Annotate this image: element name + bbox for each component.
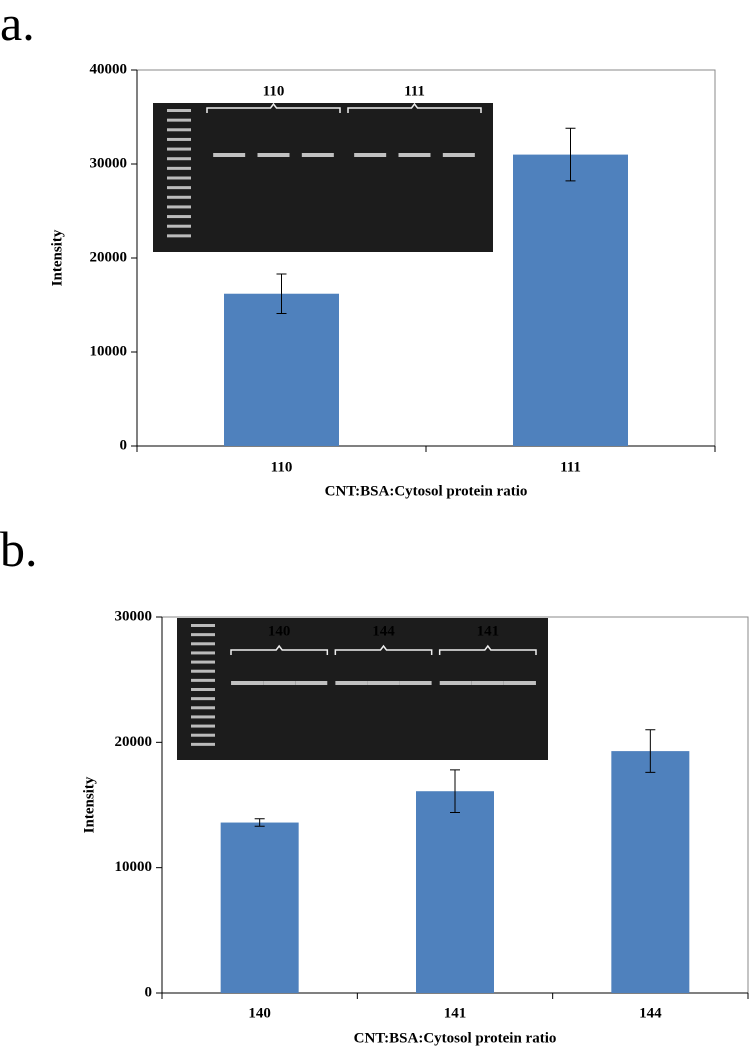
gel-band — [354, 153, 387, 157]
y-tick-label: 10000 — [115, 859, 153, 875]
ladder-band — [191, 660, 215, 664]
y-tick-label: 20000 — [90, 249, 128, 265]
gel-bracket — [438, 644, 537, 655]
x-tick-label: 144 — [639, 1005, 662, 1021]
ladder-band — [191, 733, 215, 737]
y-axis-title: Intensity — [81, 776, 97, 833]
gel-band — [335, 681, 368, 685]
error-bar — [254, 818, 265, 827]
inset-label: 140 — [268, 623, 291, 639]
ladder-band — [191, 624, 215, 627]
error-bar — [565, 127, 576, 182]
ladder-band — [167, 157, 191, 161]
gel-image — [177, 618, 548, 760]
y-tick-label: 10000 — [90, 343, 128, 359]
bar — [416, 791, 494, 993]
inset-label: 111 — [404, 83, 425, 99]
ladder-band — [167, 128, 191, 132]
y-tick-label: 0 — [120, 437, 128, 453]
gel-band — [231, 681, 264, 685]
ladder-band — [191, 669, 215, 673]
ladder-band — [167, 224, 191, 228]
ladder-band — [167, 118, 191, 122]
y-tick-label: 40000 — [90, 61, 128, 77]
gel-band — [399, 681, 432, 685]
ladder-band — [191, 651, 215, 655]
y-axis-title: Intensity — [49, 229, 65, 286]
error-bar — [645, 729, 656, 773]
x-tick-label: 110 — [271, 459, 293, 475]
ladder-band — [167, 195, 191, 199]
ladder-band — [191, 724, 215, 728]
ladder-band — [167, 205, 191, 209]
bar — [513, 154, 628, 446]
gel-band — [503, 681, 536, 685]
ladder-band — [191, 697, 215, 701]
gel-band — [471, 681, 504, 685]
ladder-band — [191, 715, 215, 719]
panel-label: a. — [0, 0, 35, 51]
ladder-band — [167, 147, 191, 151]
ladder-band — [191, 742, 215, 746]
gel-bracket — [230, 644, 329, 655]
ladder-band — [167, 176, 191, 180]
ladder-band — [167, 137, 191, 141]
ladder-band — [191, 642, 215, 646]
bar — [220, 822, 299, 993]
ladder-band — [191, 633, 215, 637]
error-bar — [276, 273, 287, 314]
ladder-band — [191, 678, 215, 682]
ladder-band — [167, 109, 191, 112]
gel-band — [442, 153, 475, 157]
gel-band — [257, 153, 290, 157]
inset-label: 141 — [477, 623, 500, 639]
y-tick-label: 30000 — [90, 155, 128, 171]
inset-label: 144 — [372, 623, 395, 639]
y-tick-label: 0 — [145, 984, 153, 1000]
gel-band — [398, 153, 431, 157]
gel-image — [153, 103, 493, 252]
gel-band — [301, 153, 334, 157]
x-axis-title: CNT:BSA:Cytosol protein ratio — [354, 1030, 557, 1046]
gel-band — [439, 681, 472, 685]
ladder-band — [167, 166, 191, 170]
gel-band — [295, 681, 328, 685]
gel-band — [213, 153, 246, 157]
y-tick-label: 20000 — [115, 734, 153, 750]
error-bar — [450, 769, 460, 814]
x-tick-label: 111 — [560, 459, 581, 475]
gel-band — [367, 681, 400, 685]
x-tick-label: 141 — [444, 1005, 467, 1021]
x-tick-label: 140 — [248, 1005, 271, 1021]
ladder-band — [191, 688, 215, 691]
ladder-band — [167, 234, 191, 238]
ladder-band — [167, 186, 191, 190]
gel-band — [263, 681, 296, 685]
y-tick-label: 30000 — [115, 608, 153, 624]
bar — [224, 293, 339, 446]
ladder-band — [191, 706, 215, 710]
inset-label: 110 — [263, 83, 285, 99]
ladder-band — [167, 215, 191, 219]
gel-bracket — [334, 644, 433, 655]
bar — [611, 751, 690, 993]
gel-bracket — [347, 102, 482, 113]
gel-bracket — [206, 102, 341, 113]
panel-label: b. — [0, 521, 38, 577]
x-axis-title: CNT:BSA:Cytosol protein ratio — [325, 483, 528, 499]
